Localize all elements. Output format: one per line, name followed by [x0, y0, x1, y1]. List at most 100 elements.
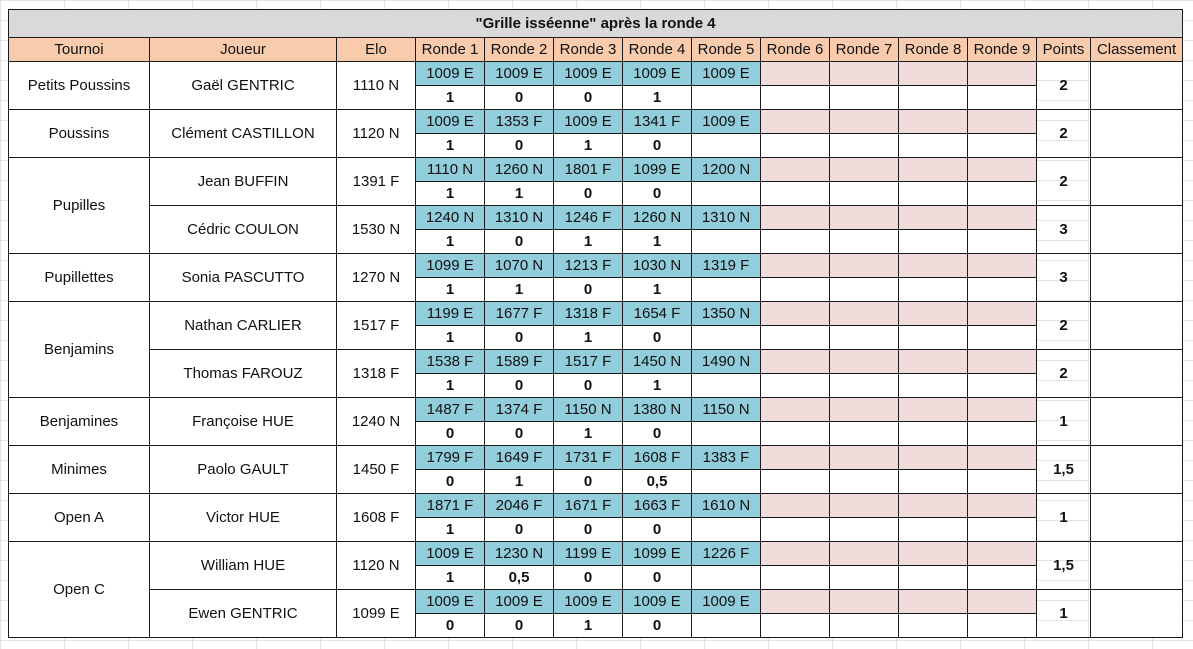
empty-result-cell-round-6[interactable]: [760, 565, 830, 590]
empty-opponent-cell-round-6[interactable]: [760, 61, 830, 86]
opponent-cell-round-1[interactable]: 1009 E: [415, 589, 485, 614]
opponent-cell-round-3[interactable]: 1199 E: [553, 541, 623, 566]
empty-result-cell-round-6[interactable]: [760, 325, 830, 350]
empty-result-cell-round-7[interactable]: [829, 85, 899, 110]
empty-opponent-cell-round-7[interactable]: [829, 349, 899, 374]
result-cell-round-2[interactable]: 0: [484, 613, 554, 638]
empty-result-cell-round-9[interactable]: [967, 469, 1037, 494]
opponent-cell-round-3[interactable]: 1009 E: [553, 589, 623, 614]
points-cell[interactable]: 1: [1036, 397, 1091, 446]
empty-opponent-cell-round-6[interactable]: [760, 157, 830, 182]
empty-result-cell-round-9[interactable]: [967, 517, 1037, 542]
opponent-cell-round-1[interactable]: 1110 N: [415, 157, 485, 182]
empty-result-cell-round-5[interactable]: [691, 325, 761, 350]
result-cell-round-2[interactable]: 0: [484, 325, 554, 350]
result-cell-round-2[interactable]: 0: [484, 421, 554, 446]
elo-cell[interactable]: 1270 N: [336, 253, 416, 302]
opponent-cell-round-5[interactable]: 1383 F: [691, 445, 761, 470]
empty-result-cell-round-6[interactable]: [760, 613, 830, 638]
opponent-cell-round-1[interactable]: 1099 E: [415, 253, 485, 278]
column-header-1[interactable]: Joueur: [149, 37, 337, 62]
empty-result-cell-round-5[interactable]: [691, 469, 761, 494]
result-cell-round-1[interactable]: 0: [415, 469, 485, 494]
opponent-cell-round-3[interactable]: 1671 F: [553, 493, 623, 518]
empty-opponent-cell-round-9[interactable]: [967, 541, 1037, 566]
empty-result-cell-round-5[interactable]: [691, 85, 761, 110]
empty-result-cell-round-9[interactable]: [967, 229, 1037, 254]
empty-opponent-cell-round-7[interactable]: [829, 157, 899, 182]
points-cell[interactable]: 1,5: [1036, 541, 1091, 590]
opponent-cell-round-4[interactable]: 1341 F: [622, 109, 692, 134]
empty-opponent-cell-round-6[interactable]: [760, 109, 830, 134]
empty-opponent-cell-round-6[interactable]: [760, 397, 830, 422]
empty-opponent-cell-round-6[interactable]: [760, 445, 830, 470]
classement-cell[interactable]: [1089, 349, 1184, 398]
empty-opponent-cell-round-7[interactable]: [829, 205, 899, 230]
opponent-cell-round-5[interactable]: 1150 N: [691, 397, 761, 422]
elo-cell[interactable]: 1120 N: [336, 541, 416, 590]
column-header-10[interactable]: Ronde 8: [898, 37, 968, 62]
empty-result-cell-round-6[interactable]: [760, 133, 830, 158]
empty-result-cell-round-8[interactable]: [898, 517, 968, 542]
empty-opponent-cell-round-6[interactable]: [760, 589, 830, 614]
player-name-cell[interactable]: Nathan CARLIER: [149, 301, 337, 350]
empty-result-cell-round-5[interactable]: [691, 565, 761, 590]
opponent-cell-round-2[interactable]: 1677 F: [484, 301, 554, 326]
empty-result-cell-round-7[interactable]: [829, 133, 899, 158]
classement-cell[interactable]: [1089, 445, 1184, 494]
empty-opponent-cell-round-9[interactable]: [967, 445, 1037, 470]
result-cell-round-3[interactable]: 1: [553, 133, 623, 158]
empty-opponent-cell-round-7[interactable]: [829, 541, 899, 566]
points-cell[interactable]: 2: [1036, 109, 1091, 158]
empty-result-cell-round-8[interactable]: [898, 133, 968, 158]
empty-result-cell-round-5[interactable]: [691, 277, 761, 302]
result-cell-round-1[interactable]: 1: [415, 85, 485, 110]
empty-result-cell-round-8[interactable]: [898, 421, 968, 446]
player-name-cell[interactable]: Ewen GENTRIC: [149, 589, 337, 638]
empty-opponent-cell-round-9[interactable]: [967, 589, 1037, 614]
opponent-cell-round-4[interactable]: 1099 E: [622, 541, 692, 566]
points-cell[interactable]: 1: [1036, 589, 1091, 638]
elo-cell[interactable]: 1517 F: [336, 301, 416, 350]
empty-result-cell-round-5[interactable]: [691, 421, 761, 446]
elo-cell[interactable]: 1099 E: [336, 589, 416, 638]
result-cell-round-4[interactable]: 0: [622, 325, 692, 350]
empty-result-cell-round-7[interactable]: [829, 277, 899, 302]
result-cell-round-1[interactable]: 1: [415, 133, 485, 158]
elo-cell[interactable]: 1450 F: [336, 445, 416, 494]
result-cell-round-4[interactable]: 1: [622, 229, 692, 254]
result-cell-round-3[interactable]: 0: [553, 373, 623, 398]
tournoi-cell[interactable]: Benjamins: [8, 301, 150, 398]
elo-cell[interactable]: 1608 F: [336, 493, 416, 542]
column-header-3[interactable]: Ronde 1: [415, 37, 485, 62]
tournoi-cell[interactable]: Petits Poussins: [8, 61, 150, 110]
empty-opponent-cell-round-7[interactable]: [829, 109, 899, 134]
result-cell-round-4[interactable]: 0: [622, 565, 692, 590]
points-cell[interactable]: 2: [1036, 349, 1091, 398]
opponent-cell-round-5[interactable]: 1350 N: [691, 301, 761, 326]
opponent-cell-round-5[interactable]: 1310 N: [691, 205, 761, 230]
tournoi-cell[interactable]: Benjamines: [8, 397, 150, 446]
tournoi-cell[interactable]: Pupillettes: [8, 253, 150, 302]
empty-opponent-cell-round-8[interactable]: [898, 445, 968, 470]
empty-opponent-cell-round-7[interactable]: [829, 301, 899, 326]
classement-cell[interactable]: [1089, 205, 1184, 254]
opponent-cell-round-1[interactable]: 1240 N: [415, 205, 485, 230]
empty-result-cell-round-6[interactable]: [760, 421, 830, 446]
classement-cell[interactable]: [1089, 157, 1184, 206]
result-cell-round-3[interactable]: 0: [553, 181, 623, 206]
player-name-cell[interactable]: Paolo GAULT: [149, 445, 337, 494]
empty-opponent-cell-round-6[interactable]: [760, 541, 830, 566]
column-header-0[interactable]: Tournoi: [8, 37, 150, 62]
opponent-cell-round-5[interactable]: 1200 N: [691, 157, 761, 182]
result-cell-round-3[interactable]: 0: [553, 277, 623, 302]
opponent-cell-round-1[interactable]: 1538 F: [415, 349, 485, 374]
opponent-cell-round-4[interactable]: 1450 N: [622, 349, 692, 374]
opponent-cell-round-5[interactable]: 1610 N: [691, 493, 761, 518]
opponent-cell-round-5[interactable]: 1226 F: [691, 541, 761, 566]
empty-result-cell-round-5[interactable]: [691, 229, 761, 254]
empty-opponent-cell-round-8[interactable]: [898, 157, 968, 182]
opponent-cell-round-2[interactable]: 1070 N: [484, 253, 554, 278]
tournoi-cell[interactable]: Open A: [8, 493, 150, 542]
result-cell-round-3[interactable]: 1: [553, 229, 623, 254]
